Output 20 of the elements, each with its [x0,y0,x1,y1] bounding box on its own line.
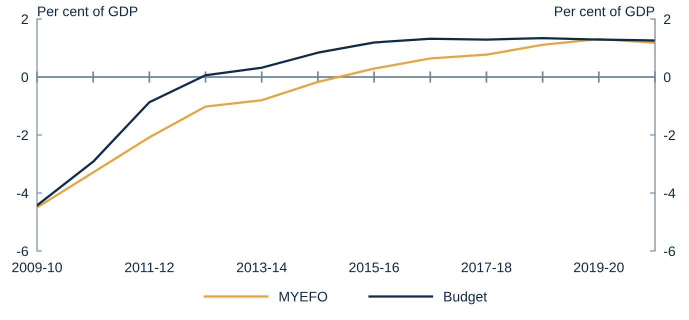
y-tick-label: -2 [16,130,28,140]
y-tick-label: 0 [21,72,28,82]
y-axis-title: Per cent of GDP [38,6,138,16]
legend-label: MYEFO [280,292,328,302]
x-tick-label: 2015-16 [349,262,399,272]
y2-axis-title: Per cent of GDP [555,6,654,16]
y2-tick-label: -4 [664,188,676,198]
x-tick-label: 2019-20 [574,262,624,272]
y2-tick-label: 2 [664,14,670,24]
x-tick-label: 2013-14 [236,262,287,272]
x-tick-label: 2017-18 [462,262,512,272]
x-tick-label: 2009-10 [12,262,62,272]
x-tick-label: 2011-12 [125,262,174,272]
y2-tick-label: -6 [664,246,676,256]
y-tick-label: 2 [22,14,28,24]
y-tick-label: -4 [16,188,28,198]
y2-tick-label: 0 [664,72,671,82]
y2-tick-label: -2 [664,130,675,140]
y-tick-label: -6 [16,246,28,256]
legend-label: Budget [444,291,488,304]
